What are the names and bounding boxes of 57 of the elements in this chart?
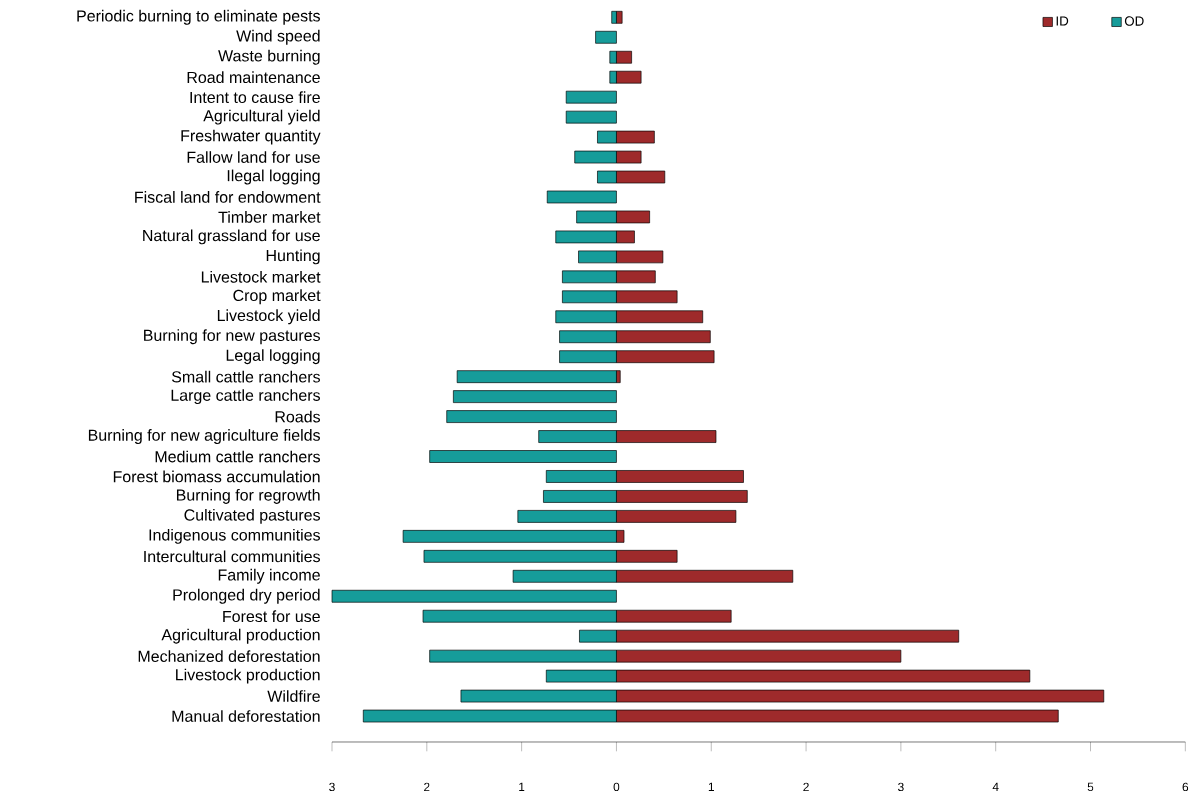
y-tick-label: Small cattle ranchers (171, 370, 321, 383)
y-tick-label: Periodic burning to eliminate pests (77, 9, 320, 25)
x-tick-label: 2 (803, 782, 809, 791)
y-tick-label: Wind speed (236, 29, 320, 45)
y-tick-label: Roads (275, 410, 321, 423)
y-tick-label: Large cattle ranchers (171, 389, 321, 405)
y-tick-label: Prolonged dry period (173, 588, 320, 604)
y-tick-label: Forest for use (223, 610, 320, 623)
y-tick-label: Fiscal land for endowment (135, 191, 321, 203)
y-tick-label: Timber market (218, 211, 321, 223)
y-tick-label: Waste burning (218, 49, 320, 65)
y-tick-label: Natural grassland for use (143, 229, 320, 245)
legend-label: OD (1124, 16, 1144, 26)
y-tick-label: Fallow land for use (187, 151, 320, 163)
y-tick-label: Cultivated pastures (184, 508, 321, 524)
bar (565, 110, 617, 124)
y-tick-label: Road maintenance (187, 71, 320, 84)
y-tick-label: Livestock market (201, 270, 321, 283)
bar (331, 589, 617, 603)
y-tick-label: Burning for new pastures (144, 329, 321, 345)
bar (595, 30, 617, 44)
bar (565, 90, 617, 104)
y-tick-label: Manual deforestation (172, 710, 320, 722)
bar (546, 190, 617, 204)
y-tick-label: Livestock production (176, 668, 320, 684)
y-tick-label: Medium cattle ranchers (155, 450, 321, 463)
y-tick-label: Forest biomass accumulation (113, 470, 320, 483)
y-tick-label: Ilegal logging (227, 169, 320, 185)
y-tick-label: Wildfire (267, 690, 320, 702)
y-tick-label: Hunting (266, 249, 320, 265)
y-tick-label: Mechanized deforestation (138, 650, 320, 663)
y-tick-label: Freshwater quantity (181, 129, 321, 145)
x-tick-label: 1 (708, 782, 715, 791)
x-tick-label: 3 (898, 782, 904, 791)
x-tick-label: 3 (329, 782, 335, 791)
bar (456, 370, 617, 383)
y-tick-label: Intercultural communities (144, 550, 321, 563)
x-tick-label: 2 (424, 782, 430, 791)
y-tick-label: Legal logging (226, 349, 320, 365)
bar (429, 450, 617, 463)
y-tick-label: Crop market (233, 289, 321, 305)
x-tick-label: 0 (613, 782, 620, 791)
x-tick-label: 6 (1182, 782, 1189, 791)
y-tick-label: Livestock yield (217, 309, 320, 325)
x-tick-label: 5 (1087, 782, 1094, 791)
legend-label: ID (1056, 16, 1069, 26)
x-tick-label: 4 (992, 782, 999, 791)
bar (453, 390, 617, 403)
y-tick-label: Agricultural yield (203, 109, 320, 125)
x-tick-label: 1 (519, 782, 525, 791)
y-tick-label: Burning for new agriculture fields (88, 429, 320, 445)
bar (446, 410, 617, 423)
y-tick-label: Burning for regrowth (176, 488, 320, 504)
y-tick-label: Indigenous communities (149, 528, 320, 544)
y-tick-label: Family income (218, 568, 320, 584)
y-tick-label: Intent to cause fire (190, 91, 320, 104)
y-tick-label: Agricultural production (161, 628, 320, 644)
